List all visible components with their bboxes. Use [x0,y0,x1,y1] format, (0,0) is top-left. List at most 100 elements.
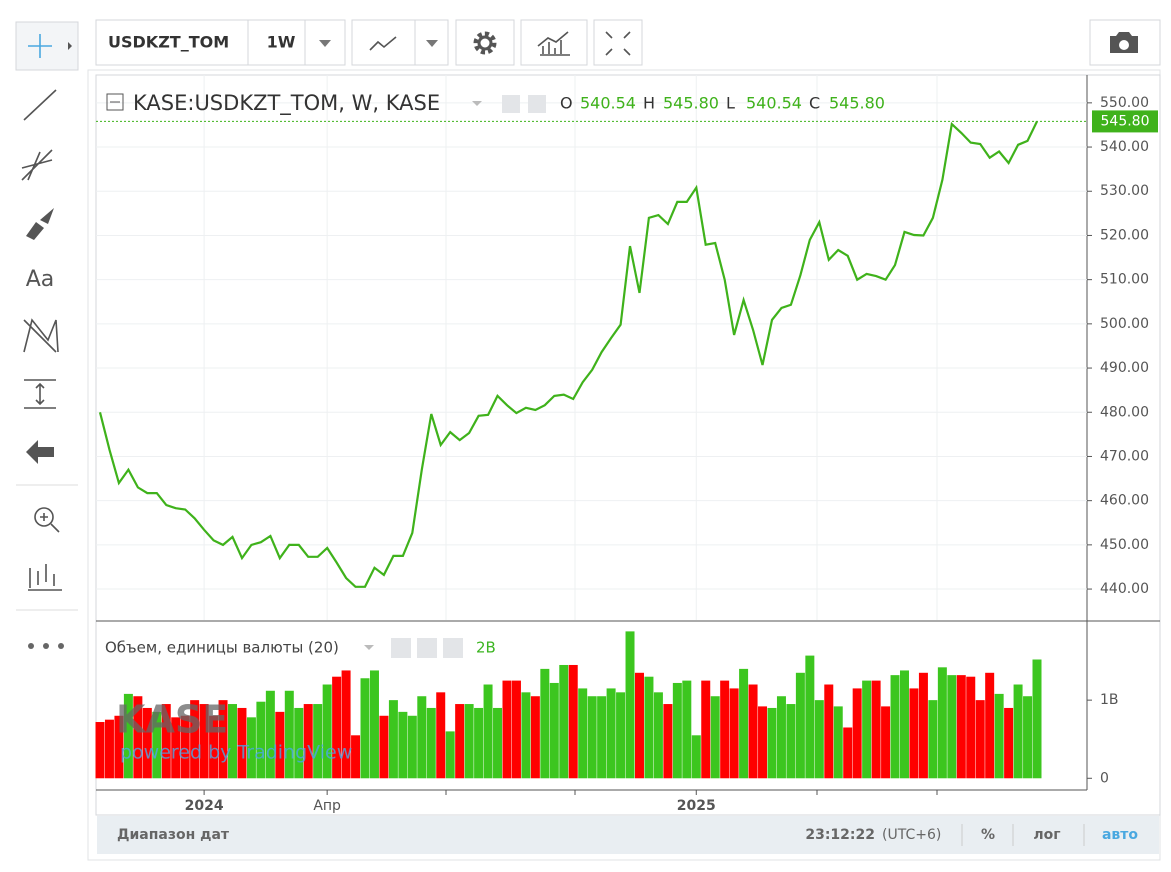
y-tick-label: 450.00 [1100,537,1149,553]
volume-bar [436,692,446,779]
series-settings-button[interactable] [528,95,546,113]
more-icon[interactable] [28,643,64,649]
volume-bar [559,664,569,779]
volume-bar [199,704,209,779]
volume-bar [332,676,342,779]
indicator-icon[interactable] [28,564,62,591]
volume-bar [256,701,266,779]
y-tick-label: 470.00 [1100,448,1149,464]
volume-bar [966,676,976,779]
interval-button[interactable] [247,19,306,66]
volume-bar [511,680,521,779]
volume-bar [644,676,654,779]
volume-bar [975,700,985,779]
volume-bar [758,706,768,779]
ohlc-value: 545.80 [829,94,885,113]
log-toggle[interactable]: лог [1033,827,1060,843]
volume-bar [947,675,957,779]
volume-bar [672,682,682,779]
volume-bar [464,704,474,779]
volume-bar [994,693,1004,779]
volume-bar [351,735,361,779]
pitchfork-icon[interactable] [21,149,53,181]
zoom-icon[interactable] [34,507,54,527]
volume-bar [483,684,493,779]
volume-legend-value: 2B [476,639,496,657]
symbol: USDKZT_TOM [108,33,229,52]
x-tick-label: 2025 [677,798,716,814]
volume-settings[interactable] [417,638,437,658]
volume-bar [985,672,995,779]
volume-bar [833,706,843,779]
volume-bar [587,696,597,779]
volume-bar [379,715,389,779]
volume-visibility[interactable] [391,638,411,658]
last-price-box [1092,110,1158,133]
y-tick-label: 1B [1100,692,1119,708]
percent-toggle[interactable]: % [981,827,995,843]
volume-bar [152,711,162,779]
fullscreen-button[interactable] [593,19,643,66]
ohlc-key: L [726,94,735,113]
pattern-icon[interactable] [23,318,59,353]
volume-bar [890,675,900,779]
volume-close[interactable] [443,638,463,658]
expand-arrow [68,42,72,50]
volume-bar [606,688,616,779]
visibility-button[interactable] [502,95,520,113]
text-tool[interactable]: Aa [26,267,55,292]
volume-title: Объем, единицы валюты (20) [105,639,339,657]
volume-bar [597,696,607,779]
volume-bar [133,696,143,779]
indicators-button[interactable] [520,19,588,66]
indicators-icon [537,31,570,56]
volume-bar [578,688,588,779]
volume-bar [180,715,190,779]
series-dropdown[interactable] [472,101,482,106]
ohlc-key: C [809,94,820,113]
fullscreen-icon [605,31,631,56]
top-toolbar: USDKZT_TOM 1W [95,19,1161,66]
price-line [98,120,1038,588]
volume-bar [398,711,408,779]
volume-bar [493,707,503,779]
volume-dropdown[interactable] [364,645,374,650]
y-tick-label: 490.00 [1100,360,1149,376]
volume-bar [928,700,938,779]
timezone[interactable]: (UTC+6) [882,827,941,843]
volume-bar [502,680,512,779]
volume-bar [701,680,711,779]
volume-bar [682,680,692,779]
auto-toggle[interactable]: авто [1102,827,1138,843]
date-range[interactable]: Диапазон дат [117,827,230,843]
collapse-button[interactable] [106,93,124,111]
time-grid [203,75,938,795]
y-tick-label: 530.00 [1100,183,1149,199]
y-tick-label: 480.00 [1100,404,1149,420]
measure-icon[interactable] [24,379,56,409]
brush-icon[interactable] [26,208,54,240]
trend-line-icon[interactable] [23,89,57,121]
volume-bar [616,692,626,779]
chart-style-button[interactable] [351,19,416,66]
symbol-button[interactable] [95,19,249,66]
ohlc-key: H [643,94,655,113]
volume-bar [625,631,635,779]
volume-bar [862,680,872,779]
settings-button[interactable] [455,19,515,66]
volume-bar [852,688,862,779]
volume-bar [871,680,881,779]
volume-bar [653,692,663,779]
volume-bar [881,706,891,779]
volume-bar [190,700,200,779]
volume-bar [275,711,285,779]
volume-bar [824,684,834,779]
x-tick-label: Апр [313,798,341,814]
volume-bar [474,707,484,779]
back-icon[interactable] [26,440,54,464]
volume-bar [209,715,219,779]
volume-bar [294,707,304,779]
volume-bar [161,704,171,779]
camera-lens [1119,40,1129,50]
volume-bar [710,696,720,779]
